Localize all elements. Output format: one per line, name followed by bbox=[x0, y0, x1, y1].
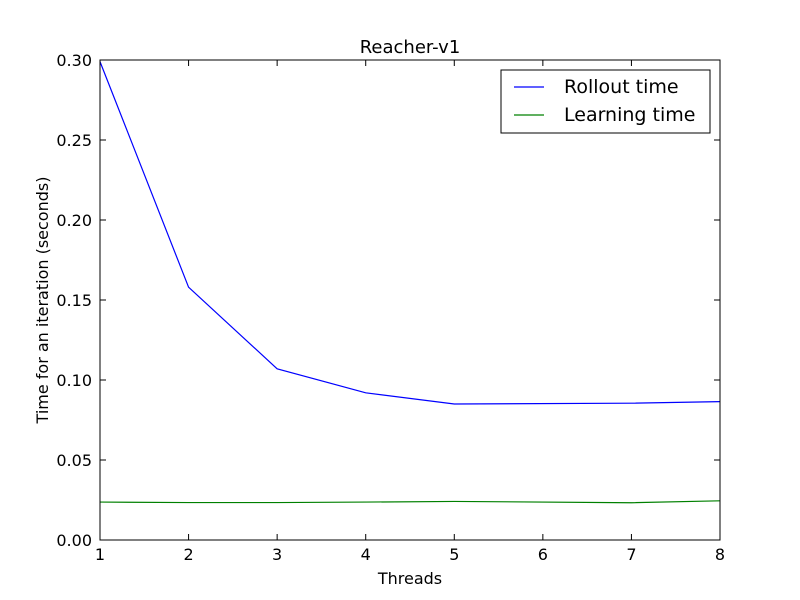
chart-title: Reacher-v1 bbox=[360, 37, 461, 58]
x-tick-label: 2 bbox=[183, 545, 193, 564]
x-tick-label: 3 bbox=[272, 545, 282, 564]
legend-label-learning-time: Learning time bbox=[564, 104, 695, 126]
x-axis-title: Threads bbox=[377, 569, 442, 588]
legend: Rollout time Learning time bbox=[500, 69, 711, 134]
legend-box bbox=[500, 69, 711, 134]
y-tick-label: 0.00 bbox=[56, 531, 92, 550]
y-axis-title: Time for an iteration (seconds) bbox=[33, 177, 52, 425]
y-tick-label: 0.25 bbox=[56, 131, 92, 150]
y-tick-label: 0.20 bbox=[56, 211, 92, 230]
y-tick-label: 0.15 bbox=[56, 291, 92, 310]
legend-label-rollout-time: Rollout time bbox=[564, 76, 679, 98]
plot-frame bbox=[99, 59, 721, 541]
y-tick-label: 0.05 bbox=[56, 451, 92, 470]
series-line-rollout-time bbox=[99, 61, 721, 405]
x-tick-label: 5 bbox=[449, 545, 459, 564]
x-tick-label: 4 bbox=[361, 545, 371, 564]
y-tick-label: 0.30 bbox=[56, 51, 92, 70]
x-tick-label: 8 bbox=[715, 545, 725, 564]
y-tick-label: 0.10 bbox=[56, 371, 92, 390]
x-tick-label: 7 bbox=[626, 545, 636, 564]
series-line-learning-time bbox=[99, 500, 721, 504]
x-tick-label: 1 bbox=[95, 545, 105, 564]
series-layer bbox=[99, 61, 721, 504]
x-tick-label: 6 bbox=[538, 545, 548, 564]
